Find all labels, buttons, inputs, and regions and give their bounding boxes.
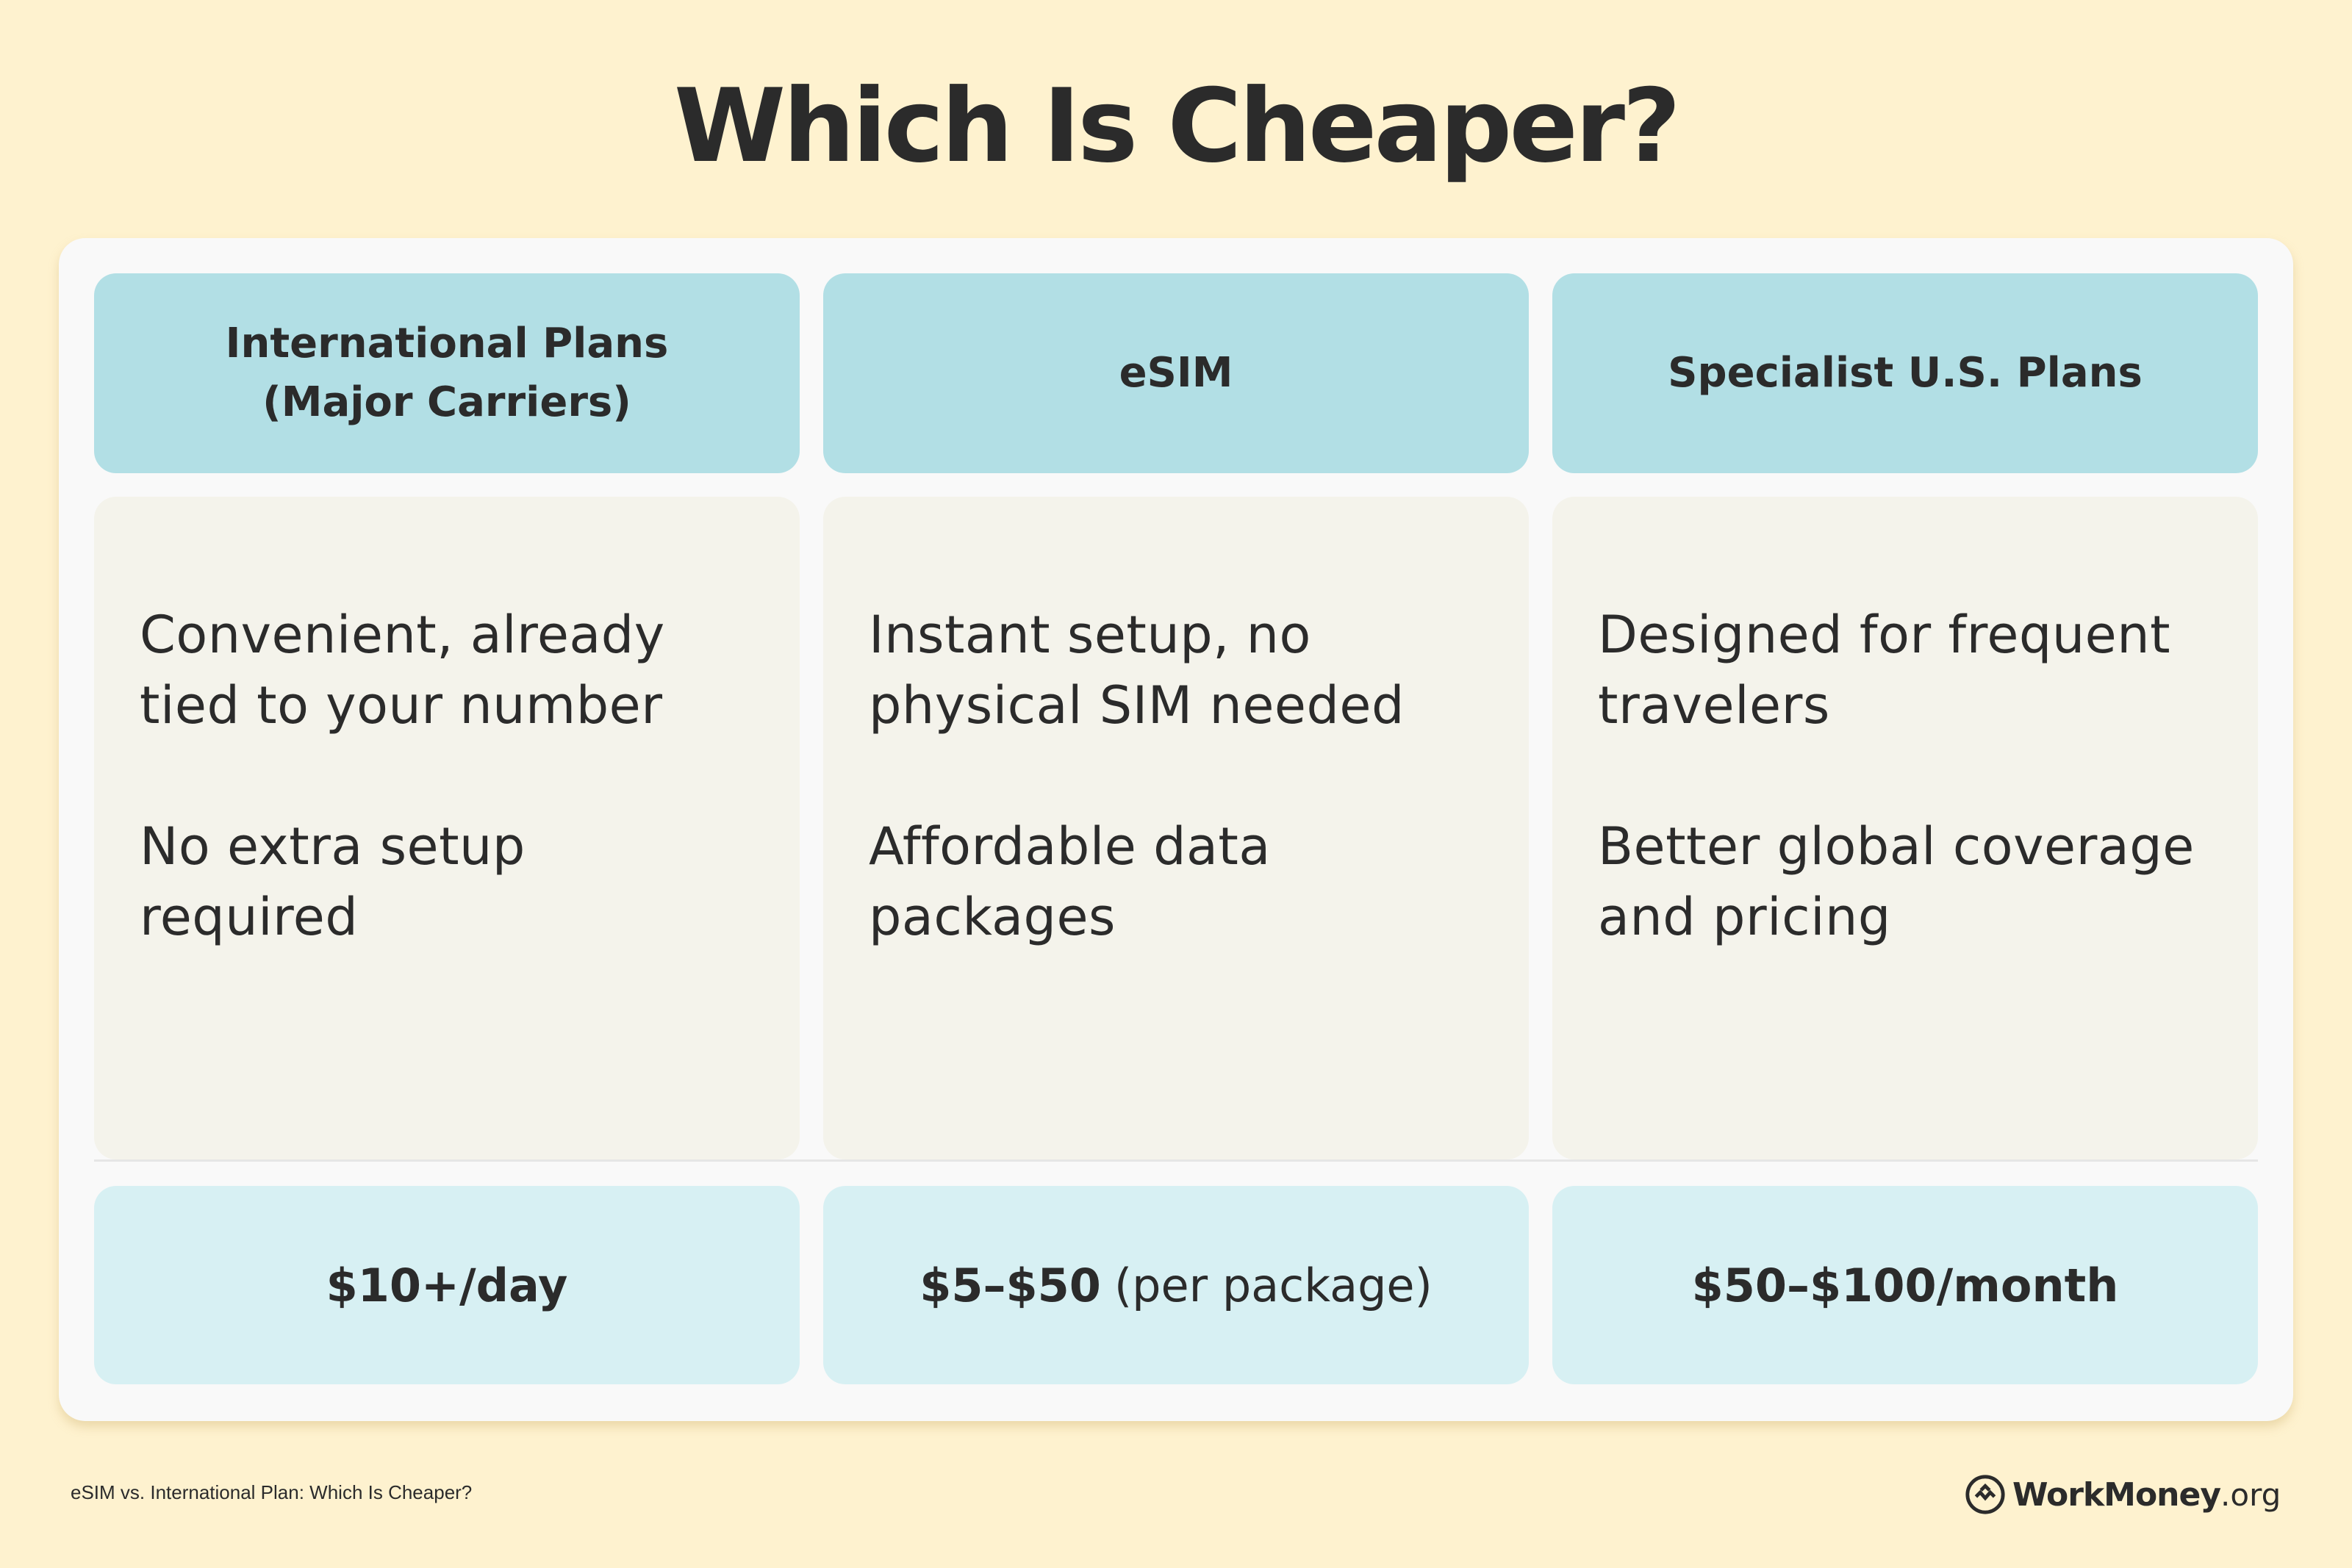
workmoney-logo-icon <box>1965 1475 2005 1514</box>
column-header: Specialist U.S. Plans <box>1552 273 2258 473</box>
page-title: Which Is Cheaper? <box>673 67 1681 185</box>
price-value: $50–$100/month <box>1691 1258 2119 1312</box>
brand-logo: WorkMoney .org <box>1964 1471 2281 1518</box>
feature-point: Convenient, already tied to your number <box>140 605 665 736</box>
column-body: Designed for frequent travelers Better g… <box>1552 497 2258 1159</box>
price-note: (per package) <box>1114 1258 1433 1312</box>
price-value: $10+/day <box>326 1258 568 1312</box>
price-cell: $5–$50 (per package) <box>823 1186 1529 1384</box>
logo-tld-text: .org <box>2220 1476 2281 1513</box>
row-divider <box>94 1159 2258 1162</box>
feature-point: Designed for frequent travelers <box>1598 605 2171 736</box>
price-cell: $10+/day <box>94 1186 800 1384</box>
feature-point: Better global coverage and pricing <box>1598 816 2195 947</box>
comparison-card: International Plans (Major Carriers) Con… <box>59 238 2293 1421</box>
feature-point: Affordable data packages <box>869 816 1271 947</box>
column-body: Convenient, already tied to your number … <box>94 497 800 1159</box>
logo-brand-text: WorkMoney <box>2012 1475 2221 1514</box>
price-value: $5–$50 <box>919 1258 1101 1312</box>
feature-point: No extra setup required <box>140 816 526 947</box>
column-header: eSIM <box>823 273 1529 473</box>
price-cell: $50–$100/month <box>1552 1186 2258 1384</box>
feature-point: Instant setup, no physical SIM needed <box>869 605 1405 736</box>
footer-caption: eSIM vs. International Plan: Which Is Ch… <box>71 1481 473 1503</box>
column-body: Instant setup, no physical SIM needed Af… <box>823 497 1529 1159</box>
column-header: International Plans (Major Carriers) <box>94 273 800 473</box>
